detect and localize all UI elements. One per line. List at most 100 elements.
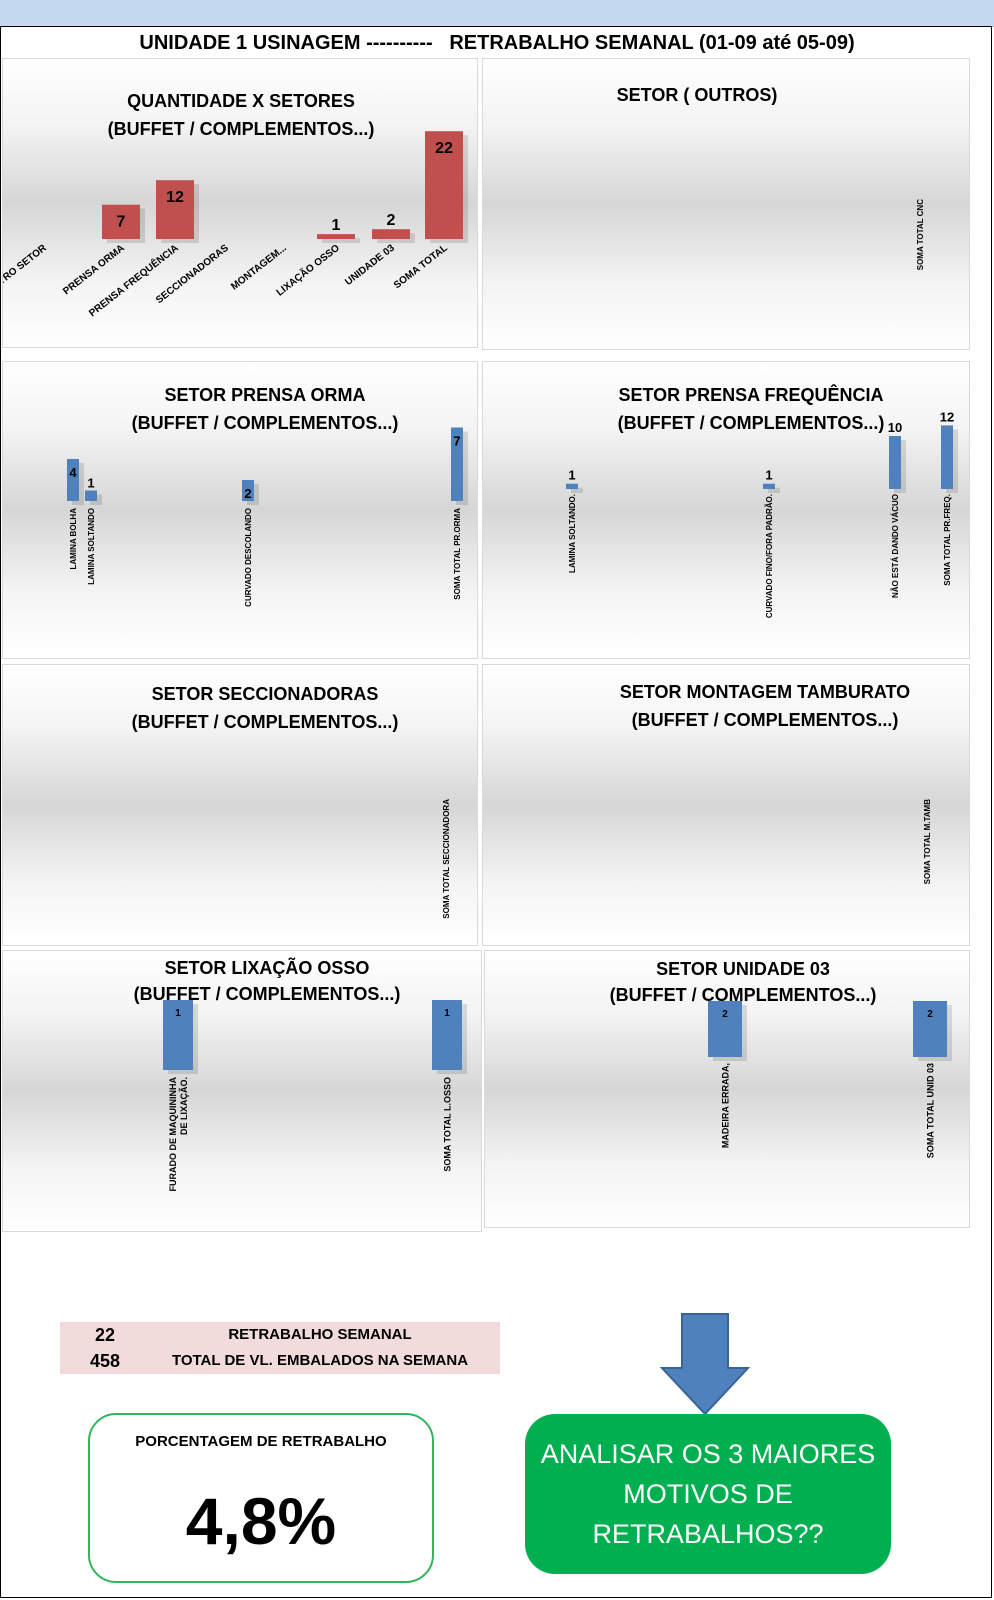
summary-value: 458 [89,1351,121,1371]
data-label: 12 [940,409,954,424]
chart-svg: SETOR ( OUTROS) SOMA TOTAL CNC [617,85,925,270]
bar-shadow [322,238,360,243]
category-label: MADEIRA ERRADA, [721,1063,731,1148]
chart-setor-lixacao-osso: SETOR LIXAÇÃO OSSO (BUFFET / COMPLEMENTOS… [2,950,482,1232]
chart-setor-prensa-orma: SETOR PRENSA ORMA (BUFFET / COMPLEMENTOS.… [2,361,478,659]
category-label: OUTRO SETOR [3,242,49,296]
summary-row: 22 RETRABALHO SEMANAL [60,1322,500,1348]
chart-title: SETOR MONTAGEM TAMBURATO [620,682,910,702]
chart-title: SETOR SECCIONADORAS [152,684,379,704]
category-label: CURVADO FINO/FORA PADRÃO. [765,494,774,618]
summary-value: 22 [94,1325,116,1345]
category-label: LAMINA SOLTANDO [87,508,96,585]
bar-shadow [571,487,583,493]
data-label: 1 [87,476,94,491]
data-label: 10 [888,420,902,435]
data-label: 12 [166,189,184,206]
bar [451,427,463,501]
data-label: 7 [453,434,460,449]
chart-title: (BUFFET / COMPLEMENTOS...) [632,710,899,730]
data-label: 1 [175,1008,181,1019]
summary-table: 22 RETRABALHO SEMANAL 458 TOTAL DE VL. E… [60,1322,500,1374]
callout-line: ANALISAR OS 3 MAIORES [540,1439,876,1469]
category-label: SOMA TOTAL CNC [916,199,925,270]
bar [432,1000,462,1070]
category-label: DE LIXAÇÃO. [179,1077,189,1135]
data-label: 2 [387,212,396,229]
chart-svg: SETOR SECCIONADORAS (BUFFET / COMPLEMENTO… [132,684,451,919]
chart-title: (BUFFET / COMPLEMENTOS...) [610,985,877,1005]
category-label: FURADO DE MAQUININHA [168,1077,178,1192]
category-label: SOMA TOTAL UNID 03 [926,1063,936,1158]
chart-title: (BUFFET / COMPLEMENTOS...) [132,712,399,732]
chart-setor-prensa-frequencia: SETOR PRENSA FREQUÊNCIA (BUFFET / COMPLEM… [482,361,970,659]
callout-line: RETRABALHOS?? [592,1519,824,1549]
bar [156,180,194,239]
chart-title: SETOR UNIDADE 03 [656,959,830,979]
category-label: SOMA TOTAL M.TAMB [923,799,932,885]
data-label: 4 [69,465,77,480]
chart-svg: QUANTIDADE X SETORES (BUFFET / COMPLEMENT… [3,91,468,319]
category-label: SOMA TOTAL [392,243,450,292]
chart-setor-outros: SETOR ( OUTROS) SOMA TOTAL CNC [482,58,970,350]
chart-title: (BUFFET / COMPLEMENTOS...) [108,119,375,139]
data-label: 2 [244,486,251,501]
data-label: 22 [435,140,453,157]
data-label: 1 [568,468,575,483]
bar [67,459,79,501]
category-label: UNIDADE 03 [343,242,397,288]
bar [566,483,578,489]
chart-title: (BUFFET / COMPLEMENTOS...) [134,984,401,1004]
percentage-value: 4,8% [185,1484,337,1558]
category-label: SOMA TOTAL SECCIONADORA [442,799,451,919]
category-label: CURVADO DESCOLANDO [244,508,253,607]
data-label: 1 [332,217,341,234]
arrow-down-icon [660,1313,750,1416]
bar [708,1001,742,1057]
chart-setor-unidade-03: SETOR UNIDADE 03 (BUFFET / COMPLEMENTOS..… [484,950,970,1228]
summary-row: 458 TOTAL DE VL. EMBALADOS NA SEMANA [60,1348,500,1374]
bar [85,490,97,501]
chart-title: SETOR PRENSA ORMA [164,385,365,405]
bar [102,204,140,239]
percentage-box: PORCENTAGEM DE RETRABALHO 4,8% [88,1413,434,1583]
data-label: 7 [117,214,126,231]
bar [242,480,254,501]
top-bar [0,0,994,27]
chart-title: SETOR PRENSA FREQUÊNCIA [618,384,883,405]
callout-line: MOTIVOS DE [623,1479,793,1509]
data-label: 2 [927,1009,933,1020]
bar [889,436,901,489]
category-label: SOMA TOTAL PR.ORMA [453,508,462,600]
chart-svg: SETOR PRENSA FREQUÊNCIA (BUFFET / COMPLEM… [566,384,958,618]
category-label: NÃO ESTÁ DANDO VÁCUO [891,494,900,598]
chart-svg: SETOR MONTAGEM TAMBURATO (BUFFET / COMPLE… [620,682,932,885]
chart-title: SETOR LIXAÇÃO OSSO [165,957,370,978]
data-label: 1 [765,468,772,483]
summary-label: RETRABALHO SEMANAL [228,1326,412,1343]
bar [425,131,463,239]
percentage-label: PORCENTAGEM DE RETRABALHO [135,1433,387,1450]
bar [163,1000,193,1070]
chart-title: (BUFFET / COMPLEMENTOS...) [132,413,399,433]
category-label: LAMINA BOLHA [69,508,78,570]
bar [372,229,410,239]
chart-svg: SETOR LIXAÇÃO OSSO (BUFFET / COMPLEMENTOS… [134,957,467,1192]
bar-shadow [768,487,780,493]
category-label: LAMINA SOLTANDO. [568,494,577,573]
chart-svg: SETOR PRENSA ORMA (BUFFET / COMPLEMENTOS.… [67,385,468,607]
bar [317,234,355,239]
page-title: UNIDADE 1 USINAGEM ---------- RETRABALHO… [139,32,855,54]
bar [941,425,953,489]
chart-title: (BUFFET / COMPLEMENTOS...) [618,413,885,433]
chart-title: SETOR ( OUTROS) [617,85,778,105]
chart-svg: SETOR UNIDADE 03 (BUFFET / COMPLEMENTOS..… [610,959,952,1158]
data-label: 2 [722,1009,728,1020]
data-label: 1 [444,1008,450,1019]
chart-setor-seccionadoras: SETOR SECCIONADORAS (BUFFET / COMPLEMENTO… [2,664,478,946]
category-label: PRENSA FREQUÊNCIA [86,241,181,319]
bar [913,1001,947,1057]
analyze-callout: ANALISAR OS 3 MAIORES MOTIVOS DE RETRABA… [525,1414,891,1574]
category-label: SOMA TOTAL L.OSSO [443,1077,453,1172]
chart-title: QUANTIDADE X SETORES [127,91,355,111]
